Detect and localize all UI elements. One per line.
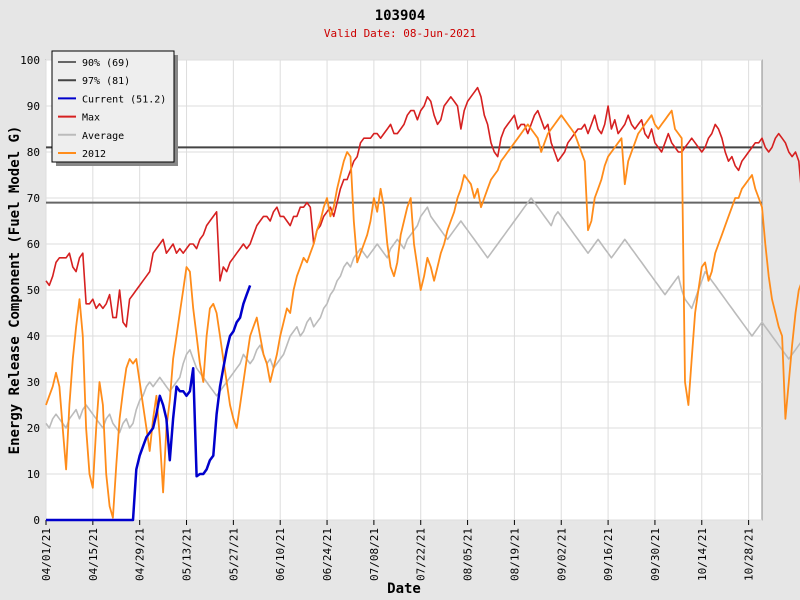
x-tick-label: 04/01/21 xyxy=(40,528,53,581)
legend-box xyxy=(51,50,175,163)
y-tick-label: 50 xyxy=(27,284,40,297)
legend-label: 2012 xyxy=(82,149,106,160)
y-tick-label: 30 xyxy=(27,376,40,389)
y-tick-label: 70 xyxy=(27,192,40,205)
x-tick-label: 07/22/21 xyxy=(415,528,428,581)
x-tick-label: 08/19/21 xyxy=(508,528,521,581)
x-tick-label: 06/10/21 xyxy=(274,528,287,581)
series-line xyxy=(45,86,800,328)
x-tick-label: 05/27/21 xyxy=(227,528,240,581)
legend-label: Average xyxy=(82,131,124,142)
x-tick-label: 04/29/21 xyxy=(134,528,147,581)
x-tick-label: 05/13/21 xyxy=(181,528,194,581)
x-axis-label: Date xyxy=(387,581,421,597)
y-tick-label: 60 xyxy=(27,238,40,251)
x-tick-label: 10/28/21 xyxy=(743,528,756,581)
series-line xyxy=(46,284,252,522)
y-tick-label: 90 xyxy=(27,100,40,113)
legend-label: Max xyxy=(82,113,100,124)
y-tick-label: 0 xyxy=(33,514,40,527)
legend-label: Current (51.2) xyxy=(82,94,166,105)
y-tick-label: 40 xyxy=(27,330,40,343)
chart-title: 103904 xyxy=(375,8,426,24)
x-tick-label: 08/05/21 xyxy=(462,528,475,581)
x-tick-label: 09/30/21 xyxy=(649,528,662,581)
x-tick-label: 06/24/21 xyxy=(321,528,334,581)
y-tick-labels: 0 10 20 30 40 50 60 70 80 90 100 xyxy=(20,54,40,527)
y-axis-label: Energy Release Component (Fuel Model G) xyxy=(7,126,23,455)
y-tick-label: 80 xyxy=(27,146,40,159)
series-line xyxy=(45,197,800,434)
legend-label: 97% (81) xyxy=(82,76,130,87)
x-tick-label: 07/08/21 xyxy=(368,528,381,581)
chart-subtitle: Valid Date: 08-Jun-2021 xyxy=(324,27,476,40)
legend-label: 90% (69) xyxy=(82,58,130,69)
y-tick-label: 10 xyxy=(27,468,40,481)
x-tick-label: 09/16/21 xyxy=(602,528,615,581)
series-line xyxy=(45,109,800,519)
y-tick-label: 20 xyxy=(27,422,40,435)
x-tick-label: 10/14/21 xyxy=(696,528,709,581)
x-tick-labels: 04/01/21 04/15/21 04/29/21 05/13/21 05/27/21… xyxy=(40,528,756,581)
x-tick-label: 09/02/21 xyxy=(555,528,568,581)
x-tick-label: 04/15/21 xyxy=(87,528,100,581)
legend: 90% (69) 97% (81) Current (51.2) Max Average… xyxy=(51,50,178,166)
y-tick-label: 100 xyxy=(20,54,40,67)
series-lines xyxy=(45,86,800,522)
